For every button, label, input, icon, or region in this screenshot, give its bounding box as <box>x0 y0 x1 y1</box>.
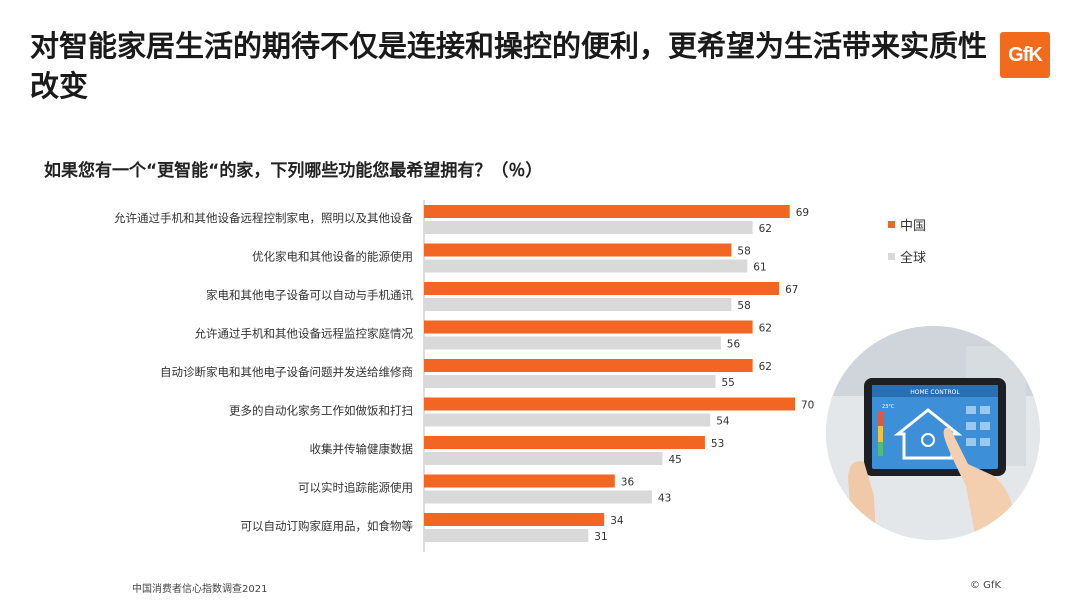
data-label-global: 54 <box>716 416 730 428</box>
data-label-china: 62 <box>759 361 772 373</box>
data-label-china: 70 <box>801 400 814 412</box>
data-label-china: 67 <box>785 284 798 296</box>
gfk-logo: GfK <box>1000 32 1050 78</box>
data-label-global: 45 <box>669 454 682 466</box>
bar-global <box>424 375 716 388</box>
category-label: 允许通过手机和其他设备远程控制家电，照明以及其他设备 <box>114 211 413 225</box>
data-label-global: 56 <box>727 339 741 351</box>
legend-swatch-china <box>888 220 895 228</box>
data-label-china: 34 <box>610 515 624 527</box>
page-title: 对智能家居生活的期待不仅是连接和操控的便利，更希望为生活带来实质性改变 <box>30 29 988 103</box>
bar-global <box>424 529 589 542</box>
data-label-china: 53 <box>711 438 724 450</box>
data-label-global: 61 <box>753 262 766 274</box>
screen-title: HOME CONTROL <box>910 389 960 396</box>
data-label-global: 58 <box>737 300 750 312</box>
category-label: 可以实时追踪能源使用 <box>298 481 413 495</box>
bar-china <box>424 282 780 295</box>
screen-temperature: 23°C <box>882 404 895 410</box>
category-label: 家电和其他电子设备可以自动与手机通讯 <box>206 288 413 302</box>
bar-global <box>424 490 652 504</box>
bar-china <box>424 205 790 218</box>
category-label: 允许通过手机和其他设备远程监控家庭情况 <box>195 327 414 341</box>
data-label-global: 55 <box>722 377 735 389</box>
data-label-china: 62 <box>759 323 772 335</box>
bar-china <box>424 243 732 257</box>
bar-global <box>424 413 711 427</box>
source-note: 中国消费者信心指数调查2021 <box>132 584 268 595</box>
bar-china <box>424 474 615 488</box>
data-label-china: 69 <box>796 207 809 219</box>
chart-title: 如果您有一个“更智能“的家，下列哪些功能您最希望拥有？（％） <box>44 161 543 181</box>
legend-item-global: 全球 <box>888 246 926 266</box>
bar-china <box>424 359 753 372</box>
legend-item-china: 中国 <box>888 214 926 234</box>
data-label-china: 58 <box>737 246 750 258</box>
bar-china <box>424 436 705 449</box>
legend-swatch-global <box>888 252 895 260</box>
legend-label-china: 中国 <box>900 218 927 234</box>
category-label: 可以自动订购家庭用品，如食物等 <box>241 519 414 533</box>
bar-global <box>424 221 753 234</box>
copyright: © GfK <box>970 580 1002 591</box>
category-label: 自动诊断家电和其他电子设备问题并发送给维修商 <box>160 365 413 379</box>
bar-global <box>424 259 748 273</box>
bar-china <box>424 397 795 411</box>
category-label: 更多的自动化家务工作如做饭和打扫 <box>229 404 413 418</box>
data-label-china: 36 <box>621 477 635 489</box>
bar-china <box>424 320 753 334</box>
data-label-global: 31 <box>594 531 607 543</box>
smart-home-tablet-photo: HOME CONTROL 23°C <box>826 326 1040 540</box>
legend-label-global: 全球 <box>900 250 927 266</box>
bar-global <box>424 336 721 350</box>
bar-global <box>424 452 663 465</box>
data-label-global: 62 <box>759 223 772 235</box>
category-label: 收集并传输健康数据 <box>310 442 414 456</box>
category-label: 优化家电和其他设备的能源使用 <box>252 250 413 264</box>
legend: 中国 全球 <box>888 214 926 278</box>
data-label-global: 43 <box>658 493 671 505</box>
bar-china <box>424 513 605 526</box>
bar-global <box>424 298 732 311</box>
